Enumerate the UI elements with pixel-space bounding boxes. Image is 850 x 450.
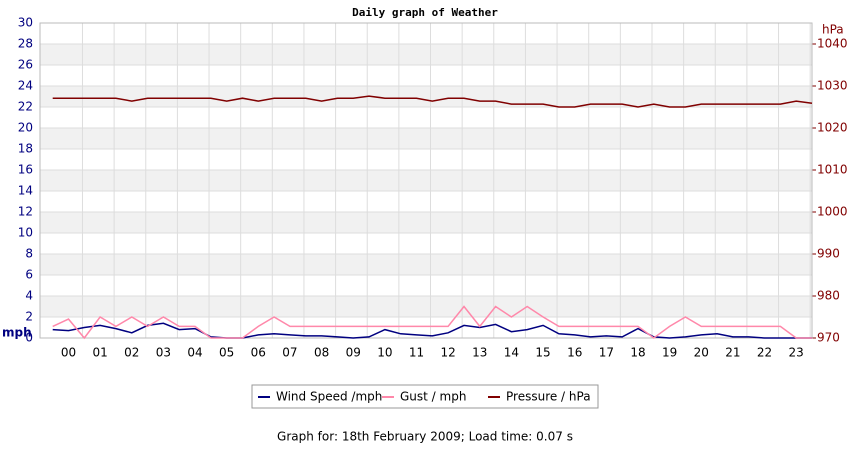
y2-tick-label: 980 (817, 289, 840, 303)
y-axis-label: mph (2, 326, 32, 340)
x-tick-label: 00 (61, 346, 76, 360)
x-tick-label: 23 (789, 346, 804, 360)
x-tick-label: 19 (662, 346, 677, 360)
x-tick-label: 01 (92, 346, 107, 360)
x-tick-label: 05 (219, 346, 234, 360)
x-tick-label: 11 (409, 346, 424, 360)
y-tick-label: 22 (18, 100, 33, 114)
y-tick-label: 30 (18, 16, 33, 30)
y-tick-label: 14 (18, 184, 33, 198)
x-tick-label: 17 (599, 346, 614, 360)
y-tick-label: 4 (25, 289, 33, 303)
band (40, 296, 812, 317)
y-tick-label: 10 (18, 226, 33, 240)
x-tick-label: 04 (187, 346, 202, 360)
band (40, 212, 812, 233)
footer: Graph for: 18th February 2009; Load time… (277, 430, 573, 444)
series-line (52, 95, 813, 108)
legend-label: Gust / mph (400, 390, 466, 404)
y2-tick-label: 1000 (817, 205, 848, 219)
x-tick-label: 16 (567, 346, 582, 360)
x-tick-label: 08 (314, 346, 329, 360)
band (40, 86, 812, 107)
x-tick-label: 10 (377, 346, 392, 360)
x-tick-label: 12 (441, 346, 456, 360)
y2-tick-label: 1040 (817, 37, 848, 51)
legend-label: Pressure / hPa (506, 390, 591, 404)
x-tick-label: 03 (156, 346, 171, 360)
band (40, 128, 812, 149)
y-tick-label: 18 (18, 142, 33, 156)
series-line (52, 305, 812, 340)
y2-axis-label: hPa (822, 23, 844, 37)
y2-tick-label: 970 (817, 331, 840, 345)
x-tick-label: 07 (282, 346, 297, 360)
x-tick-label: 09 (346, 346, 361, 360)
chart-title: Daily graph of Weather (352, 6, 498, 19)
x-tick-label: 14 (504, 346, 519, 360)
legend-box (251, 384, 599, 409)
x-tick-label: 21 (725, 346, 740, 360)
legend-label: Wind Speed /mph (276, 390, 382, 404)
band (40, 254, 812, 275)
x-tick-label: 22 (757, 346, 772, 360)
y-tick-label: 24 (18, 79, 33, 93)
y-tick-label: 2 (25, 310, 33, 324)
x-tick-label: 02 (124, 346, 139, 360)
y-tick-label: 0 (25, 331, 33, 345)
plot-frame (39, 22, 813, 339)
y-tick-label: 16 (18, 163, 33, 177)
y2-tick-label: 1010 (817, 163, 848, 177)
y-tick-label: 20 (18, 121, 33, 135)
band (40, 44, 812, 65)
y-tick-label: 8 (25, 247, 33, 261)
x-tick-label: 13 (472, 346, 487, 360)
x-tick-label: 15 (535, 346, 550, 360)
series-line (52, 322, 812, 339)
y2-tick-label: 1020 (817, 121, 848, 135)
y-tick-label: 12 (18, 205, 33, 219)
y-tick-label: 26 (18, 58, 33, 72)
y2-tick-label: 1030 (817, 79, 848, 93)
y-tick-label: 6 (25, 268, 33, 282)
y2-tick-label: 990 (817, 247, 840, 261)
x-tick-label: 18 (630, 346, 645, 360)
y-tick-label: 28 (18, 37, 33, 51)
x-tick-label: 06 (251, 346, 266, 360)
x-tick-label: 20 (694, 346, 709, 360)
band (40, 170, 812, 191)
